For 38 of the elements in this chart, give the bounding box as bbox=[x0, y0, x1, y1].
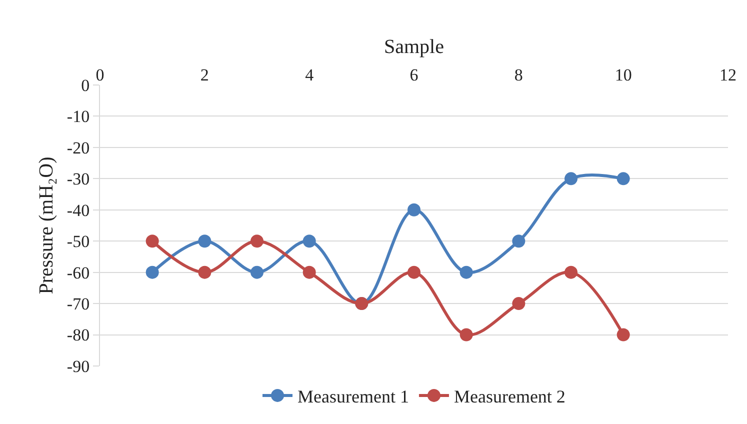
point bbox=[408, 266, 420, 279]
point bbox=[198, 266, 212, 279]
point bbox=[564, 266, 578, 279]
y-tick-label: -80 bbox=[66, 326, 90, 345]
y-tick-label: -50 bbox=[66, 232, 90, 252]
point bbox=[408, 203, 420, 216]
point bbox=[460, 266, 473, 279]
x-tick-label: 6 bbox=[410, 66, 418, 85]
legend-label: Measurement 2 bbox=[454, 386, 566, 406]
x-tick-label: 8 bbox=[514, 66, 523, 85]
point bbox=[250, 234, 264, 248]
x-tick-label: 4 bbox=[305, 66, 314, 85]
point bbox=[250, 266, 264, 279]
point bbox=[512, 297, 526, 310]
y-tick-label: -60 bbox=[66, 263, 90, 282]
x-tick-label: 10 bbox=[614, 66, 632, 85]
x-tick-label: 2 bbox=[200, 66, 209, 85]
point bbox=[302, 234, 316, 248]
y-tick-label: -10 bbox=[66, 107, 90, 126]
y-tick-label: -20 bbox=[66, 138, 90, 158]
point bbox=[616, 328, 630, 342]
point bbox=[512, 234, 526, 248]
x-tick-label: 12 bbox=[720, 66, 736, 85]
point bbox=[616, 172, 630, 186]
point bbox=[460, 328, 473, 342]
y-axis-title: Pressure (mH₂O) bbox=[35, 156, 58, 294]
point bbox=[198, 234, 212, 248]
y-tick-label: -40 bbox=[66, 200, 90, 220]
y-tick-label: -70 bbox=[66, 294, 90, 314]
point bbox=[564, 172, 578, 186]
y-tick-label: -90 bbox=[66, 356, 90, 376]
point bbox=[146, 266, 159, 279]
legend-label: Measurement 1 bbox=[298, 386, 409, 406]
point bbox=[146, 234, 159, 248]
y-tick-label: -30 bbox=[66, 170, 90, 189]
x-tick-label: 0 bbox=[96, 66, 104, 85]
point bbox=[302, 266, 316, 279]
x-axis-title: Sample bbox=[384, 36, 444, 58]
